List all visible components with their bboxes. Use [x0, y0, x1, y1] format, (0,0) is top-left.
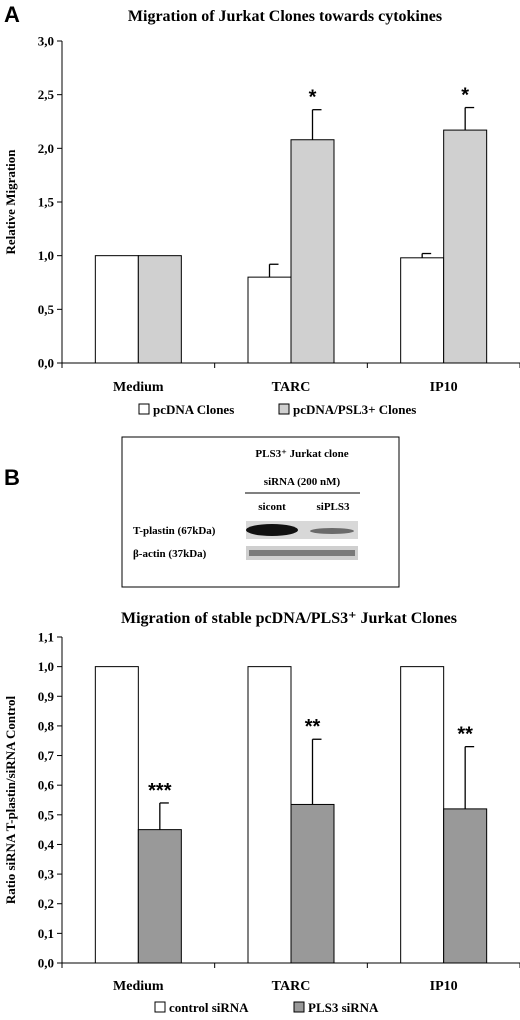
blot-row-bactin: β-actin (37kDa): [133, 548, 207, 560]
legend-label: control siRNA: [169, 1000, 249, 1015]
y-tick-label: 0,5: [38, 807, 55, 822]
blot-row-tplastin: T-plastin (67kDa): [133, 525, 216, 537]
y-tick-label: 1,5: [38, 195, 55, 210]
y-tick-label: 0,8: [38, 718, 55, 733]
western-blot: PLS3⁺ Jurkat clone siRNA (200 nM) sicont…: [121, 436, 400, 588]
bar-b-s0-2: [400, 666, 445, 964]
bar-b-s1-0: [137, 829, 182, 964]
y-tick-label: 1,0: [38, 248, 54, 263]
bar-a-s1-0: [137, 255, 182, 364]
category-label: Medium: [113, 380, 164, 395]
y-tick-label: 2,0: [38, 141, 54, 156]
significance-label: *: [309, 87, 317, 109]
bar-a-s0-2: [400, 257, 445, 364]
y-tick-label: 3,0: [38, 34, 54, 49]
blot-lane-sipls3: siPLS3: [316, 501, 350, 513]
blot-sirna-label: siRNA (200 nM): [264, 476, 341, 488]
category-label: TARC: [272, 979, 311, 994]
y-tick-label: 0,3: [38, 867, 55, 882]
y-tick-label: 0,4: [38, 837, 55, 852]
bar-b-s0-1: [247, 666, 292, 964]
significance-label: ***: [148, 780, 172, 802]
y-tick-label: 0,5: [38, 302, 55, 317]
blot-band-tplastin-sicont: [246, 524, 298, 536]
y-tick-label: 0,6: [38, 778, 55, 793]
legend-swatch: [154, 1001, 166, 1013]
legend-label: pcDNA Clones: [153, 402, 234, 417]
bar-a-s0-1: [247, 276, 292, 364]
y-tick-label: 0,7: [38, 748, 55, 763]
significance-label: **: [305, 716, 321, 738]
panel-label-b: B: [4, 465, 20, 490]
blot-band-bactin: [249, 550, 355, 556]
legend-label: pcDNA/PSL3+ Clones: [293, 402, 416, 417]
bar-b-s1-2: [443, 808, 488, 964]
y-tick-label: 1,1: [38, 630, 54, 645]
y-tick-label: 0,1: [38, 926, 54, 941]
panel-label-a: A: [4, 2, 20, 27]
bar-a-s1-2: [443, 129, 488, 364]
category-label: TARC: [272, 380, 311, 395]
bar-b-s1-1: [290, 803, 335, 964]
bar-a-s1-1: [290, 139, 335, 364]
chart-b: 0,0 0,1 0,2 0,3 0,4 0,5 0,6 0,7 0,8 0,9 1,0 1,1 Rati…: [3, 630, 520, 1015]
y-tick-label: 0,0: [38, 356, 54, 371]
blot-title: PLS3⁺ Jurkat clone: [255, 448, 348, 460]
category-label: Medium: [113, 979, 164, 994]
chart-b-title: Migration of stable pcDNA/PLS3⁺ Jurkat C…: [121, 610, 457, 627]
category-label: IP10: [430, 979, 458, 994]
chart-a: 0,0 0,5 1,0 1,5 2,0 2,5 3,0 Relative Migration M…: [3, 34, 520, 417]
y-tick-label: 1,0: [38, 659, 54, 674]
blot-frame: [121, 436, 400, 588]
y-tick-label: 0,2: [38, 896, 54, 911]
chart-a-title: Migration of Jurkat Clones towards cytok…: [128, 8, 442, 25]
significance-label: *: [461, 85, 469, 107]
legend-label: PLS3 siRNA: [308, 1000, 379, 1015]
blot-band-tplastin-sipls3: [310, 528, 354, 534]
legend-swatch: [278, 403, 290, 415]
y-tick-label: 2,5: [38, 87, 55, 102]
blot-lane-sicont: sicont: [258, 501, 286, 513]
y-tick-label: 0,9: [38, 689, 55, 704]
category-label: IP10: [430, 380, 458, 395]
y-tick-label: 0,0: [38, 956, 54, 971]
significance-label: **: [457, 724, 473, 746]
bar-b-s0-0: [94, 666, 139, 964]
legend-swatch: [138, 403, 150, 415]
legend-swatch: [293, 1001, 305, 1013]
y-axis-title: Ratio siRNA T-plastin/siRNA Control: [3, 696, 18, 905]
bar-a-s0-0: [94, 255, 139, 364]
y-axis-title: Relative Migration: [3, 149, 18, 255]
